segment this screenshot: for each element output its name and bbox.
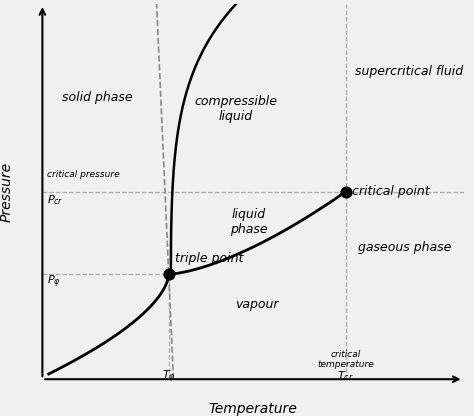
Text: triple point: triple point <box>175 252 244 265</box>
Text: critical point: critical point <box>352 185 429 198</box>
Text: critical
temperature: critical temperature <box>317 350 374 369</box>
Text: supercritical fluid: supercritical fluid <box>355 65 463 78</box>
Text: solid phase: solid phase <box>62 92 132 104</box>
Text: $P_{\varphi}$: $P_{\varphi}$ <box>47 273 61 290</box>
Text: Temperature: Temperature <box>209 402 297 416</box>
Text: $T_{cr}$: $T_{cr}$ <box>337 369 354 382</box>
Point <box>342 188 349 195</box>
Point <box>165 271 173 277</box>
Text: vapour: vapour <box>236 298 279 311</box>
Text: liquid
phase: liquid phase <box>230 208 267 236</box>
Text: compressible
liquid: compressible liquid <box>195 95 278 123</box>
Text: $P_{cr}$: $P_{cr}$ <box>47 193 64 207</box>
Text: Pressure: Pressure <box>0 162 14 222</box>
Text: $T_\varphi$: $T_\varphi$ <box>162 369 176 385</box>
Text: gaseous phase: gaseous phase <box>358 241 451 255</box>
Text: critical pressure: critical pressure <box>47 170 120 178</box>
